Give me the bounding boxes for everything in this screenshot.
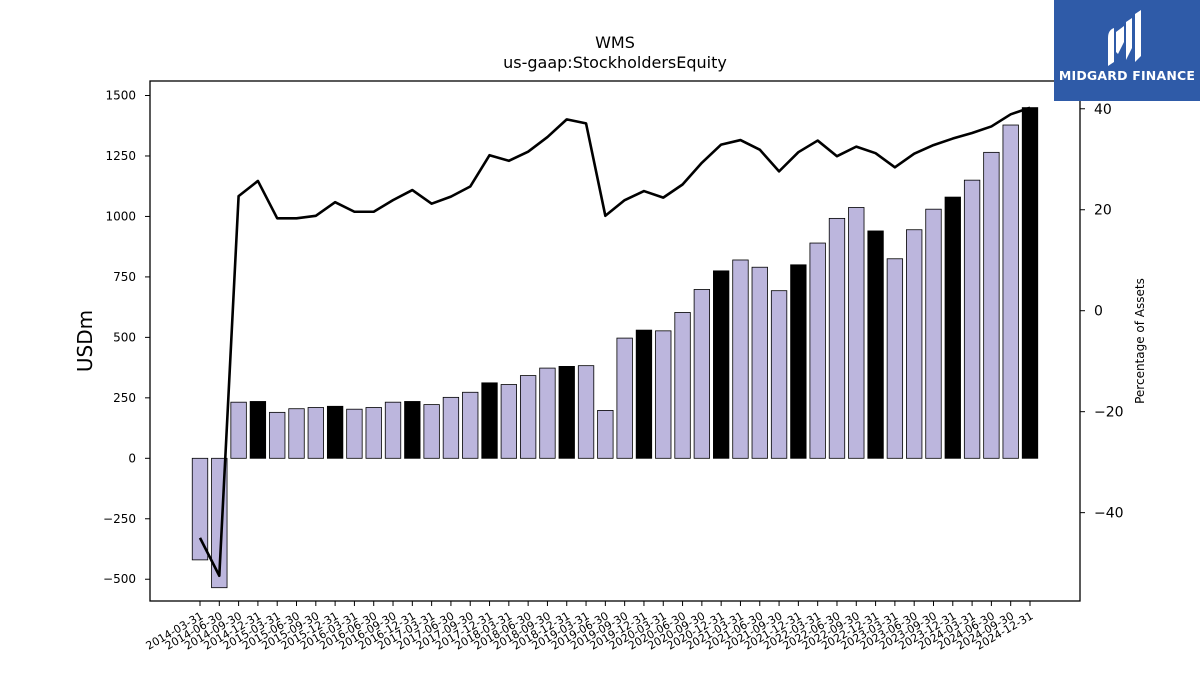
bar <box>809 242 826 459</box>
y-tick-label: 0 <box>128 451 136 465</box>
bar <box>770 290 788 459</box>
midgard-logo-icon <box>1108 10 1141 66</box>
plot-frame <box>149 80 1081 602</box>
bar <box>404 401 421 459</box>
bar <box>307 407 324 459</box>
y2-tick-label: −20 <box>1094 405 1124 421</box>
bar <box>635 329 653 459</box>
y2-tick-label: 0 <box>1094 304 1103 320</box>
bar <box>751 266 768 459</box>
bar <box>655 330 672 459</box>
bar <box>693 289 711 459</box>
y-axis-label: USDm <box>73 310 97 372</box>
bar <box>963 179 981 459</box>
bar <box>288 408 305 459</box>
bar <box>326 405 344 459</box>
y2-tick-label: 20 <box>1094 203 1112 219</box>
bar <box>191 457 209 561</box>
bar <box>346 408 363 459</box>
bar <box>886 258 904 459</box>
left-axis: −500 −250 0 250 500 750 1000 1250 1500 <box>103 89 150 586</box>
y-tick-label: 1500 <box>105 89 136 103</box>
bar <box>423 404 440 459</box>
bar <box>848 207 865 459</box>
x-axis: 2014-03-312014-06-302014-09-302014-12-31… <box>144 601 1036 653</box>
bars-layer <box>191 107 1039 589</box>
y-tick-label: −500 <box>103 572 136 586</box>
brand-name: MIDGARD FINANCE <box>1058 68 1196 83</box>
y-tick-label: −250 <box>103 512 136 526</box>
bar <box>1021 107 1039 459</box>
bar <box>365 407 382 459</box>
bar <box>944 196 961 459</box>
bar <box>828 217 846 459</box>
y-tick-label: 250 <box>113 391 136 405</box>
brand-logo: MIDGARD FINANCE <box>1054 0 1200 101</box>
chart-title: WMS <box>595 33 635 52</box>
bar <box>983 151 1000 459</box>
bar <box>1002 124 1019 459</box>
bar <box>558 365 575 459</box>
y-tick-label: 1000 <box>105 209 136 223</box>
bar <box>269 411 286 459</box>
bar <box>597 410 614 459</box>
bar <box>616 337 633 459</box>
bar <box>500 384 517 459</box>
bar <box>577 365 595 459</box>
y-tick-label: 1250 <box>105 149 136 163</box>
bar <box>462 391 479 459</box>
chart-subtitle: us-gaap:StockholdersEquity <box>503 53 727 72</box>
y2-axis-label: Percentage of Assets <box>1133 278 1147 404</box>
bar <box>384 401 402 459</box>
right-axis: −40 −20 0 20 40 <box>1080 102 1124 522</box>
bar <box>519 375 537 459</box>
y2-tick-label: 40 <box>1094 102 1112 118</box>
bar <box>867 230 884 459</box>
y-tick-label: 500 <box>113 330 136 344</box>
y-tick-label: 750 <box>113 270 136 284</box>
bar <box>674 312 691 459</box>
series-line <box>198 106 1031 578</box>
bar <box>230 401 247 459</box>
bar <box>732 259 749 459</box>
bar <box>481 382 498 459</box>
y2-tick-label: −40 <box>1094 506 1124 522</box>
bar <box>249 401 267 459</box>
bar <box>906 229 923 459</box>
line-layer <box>198 106 1031 578</box>
bar <box>790 264 807 459</box>
bar <box>925 208 942 459</box>
bar <box>713 270 730 459</box>
bar <box>539 367 556 459</box>
bar <box>442 396 460 459</box>
